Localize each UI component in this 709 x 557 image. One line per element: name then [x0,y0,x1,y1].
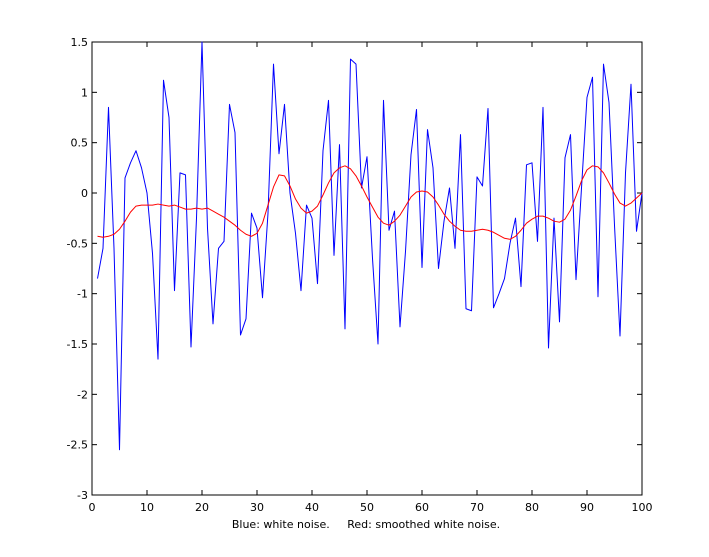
series-line-blue [97,41,643,451]
x-tick-label: 50 [360,501,374,514]
series-layer [97,41,643,451]
plot-area [91,41,643,496]
x-tick-label: 90 [580,501,594,514]
tick-labels: 0 10 20 30 40 50 60 70 80 90 100-3-2.5-2-1.5-1-0.5… [67,36,653,514]
x-axis-label: Blue: white noise. Red: smoothed white n… [232,518,500,531]
y-tick-label: -3 [77,489,88,502]
y-tick-label: 1 [81,86,88,99]
y-tick-label: -1.5 [67,338,88,351]
x-tick-label: 30 [250,501,264,514]
y-tick-label: 0.5 [71,137,89,150]
x-tick-label: 20 [195,501,209,514]
x-tick-label: 10 [140,501,154,514]
series-line-red [97,165,643,240]
y-tick-label: -2.5 [67,439,88,452]
x-tick-label: 100 [632,501,653,514]
y-tick-label: -0.5 [67,237,88,250]
y-tick-label: 0 [81,187,88,200]
y-tick-label: -2 [77,388,88,401]
x-tick-label: 80 [525,501,539,514]
y-tick-label: 1.5 [71,36,89,49]
x-tick-label: 60 [415,501,429,514]
x-tick-label: 70 [470,501,484,514]
x-tick-label: 0 [89,501,96,514]
y-tick-label: -1 [77,288,88,301]
x-tick-label: 40 [305,501,319,514]
